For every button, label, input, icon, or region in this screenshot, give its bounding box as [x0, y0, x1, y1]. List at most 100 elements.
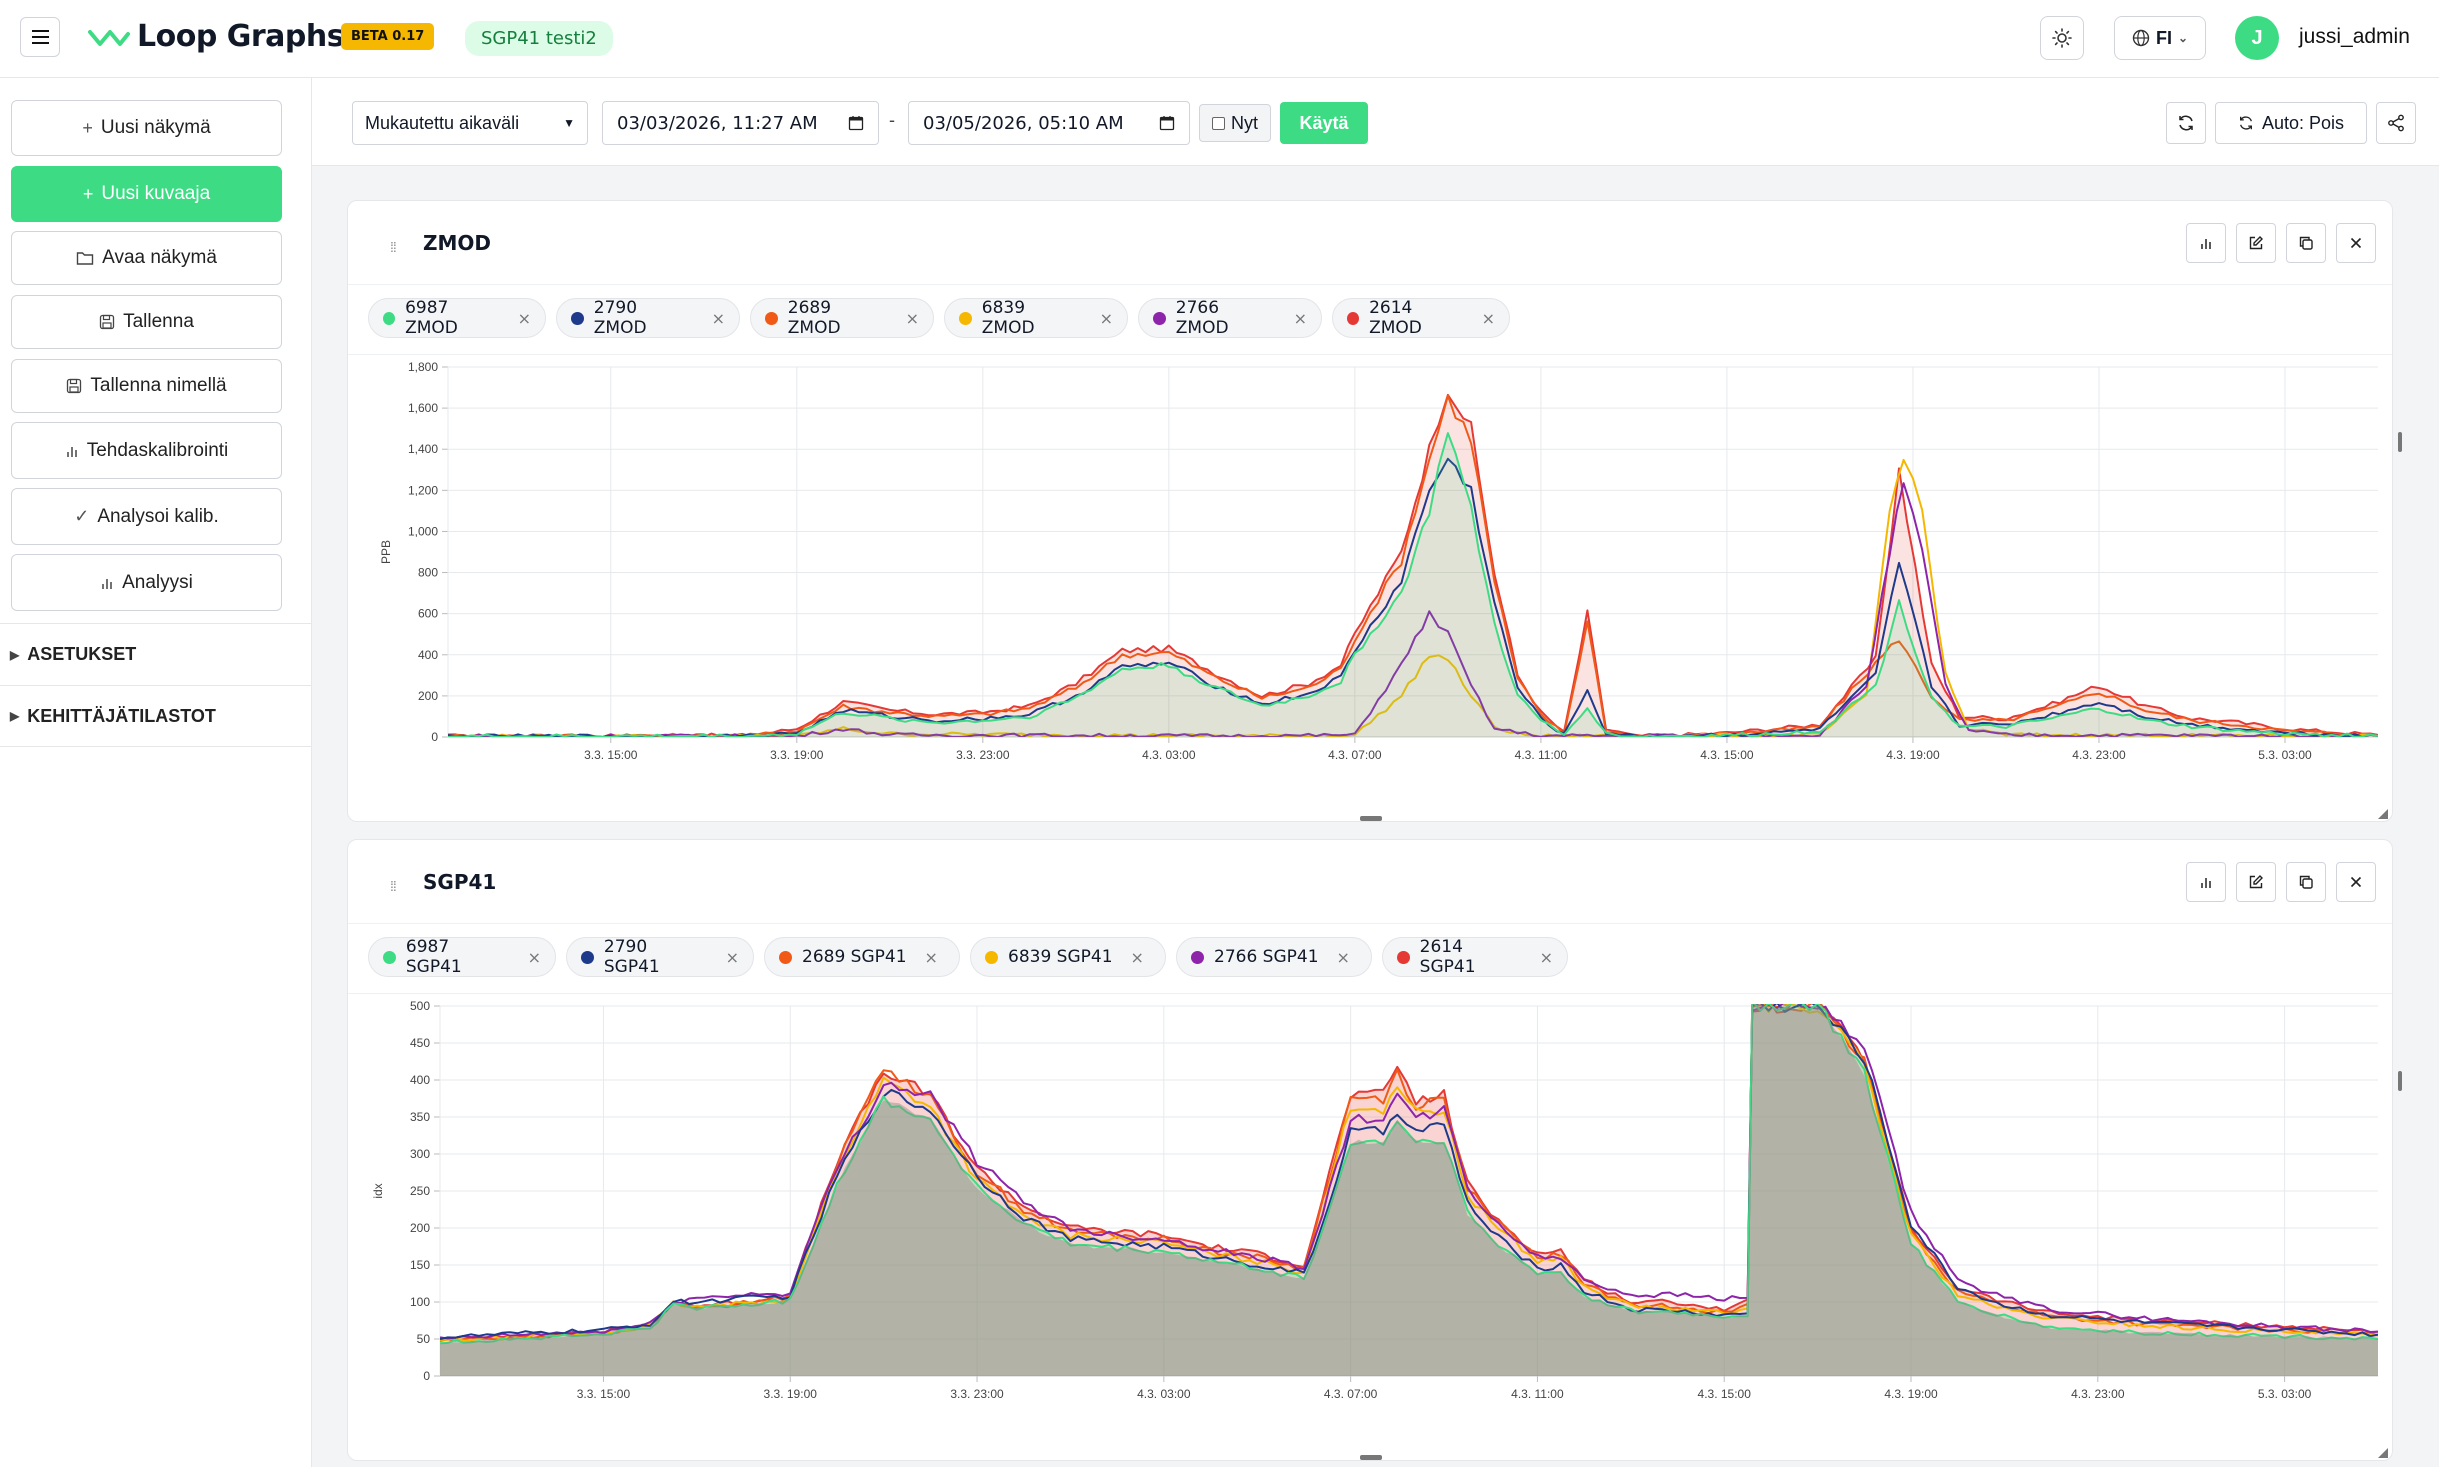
x-tick-label: 3.3. 23:00: [950, 1387, 1004, 1401]
statistics-button[interactable]: [2186, 862, 2226, 902]
y-tick-label: 1,600: [408, 401, 438, 415]
statistics-button[interactable]: [2186, 223, 2226, 263]
calendar-icon[interactable]: [1159, 115, 1175, 131]
x-tick-label: 4.3. 23:00: [2072, 748, 2126, 762]
sensor-chip[interactable]: 2614 ZMOD ×: [1332, 298, 1510, 338]
calendar-icon[interactable]: [848, 115, 864, 131]
sensor-chip[interactable]: 2790 ZMOD ×: [556, 298, 740, 338]
close-panel-button[interactable]: [2336, 862, 2376, 902]
analyze-calibration-button[interactable]: ✓ Analysoi kalib.: [11, 488, 282, 545]
auto-refresh-button[interactable]: Auto: Pois: [2215, 102, 2367, 144]
settings-section-toggle[interactable]: ▶ ASETUKSET: [0, 623, 311, 685]
project-badge[interactable]: SGP41 testi2: [465, 21, 613, 56]
remove-sensor-icon[interactable]: ×: [527, 947, 541, 967]
series-color-dot: [581, 950, 594, 964]
analysis-button[interactable]: Analyysi: [11, 554, 282, 611]
y-tick-label: 1,000: [408, 524, 438, 538]
sensor-chip[interactable]: 2689 ZMOD ×: [750, 298, 934, 338]
theme-toggle-button[interactable]: [2040, 16, 2084, 60]
new-view-button[interactable]: + Uusi näkymä: [11, 100, 282, 156]
bar-chart-icon: [2201, 239, 2211, 249]
remove-sensor-icon[interactable]: ×: [711, 308, 725, 328]
remove-sensor-icon[interactable]: ×: [1293, 308, 1307, 328]
series-color-dot: [571, 311, 584, 325]
x-tick-label: 4.3. 07:00: [1328, 748, 1382, 762]
resize-handle-bottom[interactable]: [1360, 1455, 1382, 1460]
x-tick-label: 4.3. 23:00: [2071, 1387, 2125, 1401]
series-area-blend: [440, 1004, 2378, 1376]
developer-stats-section-toggle[interactable]: ▶ KEHITTÄJÄTILASTOT: [0, 685, 311, 747]
sensor-chip[interactable]: 2766 ZMOD ×: [1138, 298, 1322, 338]
sensor-chip-label: 2614 SGP41: [1419, 937, 1476, 977]
remove-sensor-icon[interactable]: ×: [924, 947, 938, 967]
remove-sensor-icon[interactable]: ×: [1481, 308, 1495, 328]
factory-calibration-button[interactable]: Tehdaskalibrointi: [11, 422, 282, 479]
sensor-chip[interactable]: 6839 ZMOD ×: [944, 298, 1128, 338]
sensor-chip[interactable]: 2766 SGP41 ×: [1176, 937, 1372, 977]
series-area: [448, 433, 2378, 737]
x-tick-label: 3.3. 19:00: [770, 748, 824, 762]
language-select[interactable]: FI ⌄: [2114, 16, 2206, 60]
drag-handle-icon[interactable]: ⁞⁞: [390, 878, 397, 894]
now-label: Nyt: [1231, 112, 1258, 133]
edit-button[interactable]: [2236, 862, 2276, 902]
edit-icon: [2249, 875, 2263, 889]
username[interactable]: jussi_admin: [2299, 25, 2410, 48]
start-datetime-input[interactable]: 03/03/2026, 11:27 AM: [602, 101, 879, 145]
chart-svg[interactable]: 0 50 100 150 200 250 300 350 400 450 500 3.3. 15:00…: [348, 994, 2394, 1434]
series-color-dot: [985, 950, 998, 964]
sensor-chip[interactable]: 2614 SGP41 ×: [1382, 937, 1568, 977]
series-line[interactable]: [448, 394, 2378, 737]
series-color-dot: [765, 311, 778, 325]
new-chart-button[interactable]: + Uusi kuvaaja: [11, 166, 282, 222]
remove-sensor-icon[interactable]: ×: [1130, 947, 1144, 967]
y-tick-label: 800: [418, 566, 438, 580]
edit-button[interactable]: [2236, 223, 2276, 263]
remove-sensor-icon[interactable]: ×: [517, 308, 531, 328]
save-icon: [99, 314, 115, 330]
close-panel-button[interactable]: [2336, 223, 2376, 263]
chart-panel: ⁞⁞ ZMOD 6987 ZMOD × 2790 ZMOD × 2689 ZMOD × 6839…: [347, 200, 2402, 822]
resize-corner-icon[interactable]: [2378, 809, 2388, 819]
duplicate-button[interactable]: [2286, 862, 2326, 902]
chart-svg[interactable]: 0 200 400 600 800 1,000 1,200 1,400 1,600 1,800 3.…: [348, 355, 2394, 795]
share-button[interactable]: [2376, 102, 2416, 144]
open-view-button[interactable]: Avaa näkymä: [11, 231, 282, 285]
apply-button[interactable]: Käytä: [1280, 102, 1368, 144]
resize-handle-right[interactable]: [2398, 1071, 2402, 1091]
resize-handle-right[interactable]: [2398, 432, 2402, 452]
remove-sensor-icon[interactable]: ×: [1099, 308, 1113, 328]
start-datetime-value: 03/03/2026, 11:27 AM: [617, 112, 818, 134]
series-line[interactable]: [448, 432, 2378, 737]
refresh-button[interactable]: [2166, 102, 2206, 144]
checkbox-box[interactable]: [1212, 116, 1225, 130]
range-mode-select[interactable]: Mukautettu aikaväli ▼: [352, 101, 588, 145]
series-line[interactable]: [440, 1001, 2378, 1342]
remove-sensor-icon[interactable]: ×: [905, 308, 919, 328]
drag-handle-icon[interactable]: ⁞⁞: [390, 239, 397, 255]
end-datetime-input[interactable]: 03/05/2026, 05:10 AM: [908, 101, 1190, 145]
series-line[interactable]: [440, 999, 2378, 1340]
sensor-chip[interactable]: 2790 SGP41 ×: [566, 937, 754, 977]
panel-header: ⁞⁞ SGP41: [348, 840, 2392, 924]
sensor-chip[interactable]: 6987 ZMOD ×: [368, 298, 546, 338]
series-line[interactable]: [440, 1001, 2378, 1345]
save-as-button[interactable]: Tallenna nimellä: [11, 359, 282, 413]
remove-sensor-icon[interactable]: ×: [725, 947, 739, 967]
remove-sensor-icon[interactable]: ×: [1336, 947, 1350, 967]
sensor-chip[interactable]: 6987 SGP41 ×: [368, 937, 556, 977]
sidebar: + Uusi näkymä + Uusi kuvaaja Avaa näkymä T…: [0, 78, 312, 1467]
sensor-chip[interactable]: 2689 SGP41 ×: [764, 937, 960, 977]
series-line[interactable]: [440, 1002, 2378, 1341]
series-color-dot: [959, 311, 972, 325]
now-checkbox[interactable]: Nyt: [1199, 104, 1271, 142]
sensor-chip[interactable]: 6839 SGP41 ×: [970, 937, 1166, 977]
duplicate-button[interactable]: [2286, 223, 2326, 263]
resize-handle-bottom[interactable]: [1360, 816, 1382, 821]
remove-sensor-icon[interactable]: ×: [1539, 947, 1553, 967]
save-button[interactable]: Tallenna: [11, 295, 282, 349]
menu-toggle-button[interactable]: [20, 17, 60, 57]
avatar[interactable]: J: [2235, 16, 2279, 60]
resize-corner-icon[interactable]: [2378, 1448, 2388, 1458]
x-tick-label: 4.3. 11:00: [1511, 1387, 1564, 1401]
